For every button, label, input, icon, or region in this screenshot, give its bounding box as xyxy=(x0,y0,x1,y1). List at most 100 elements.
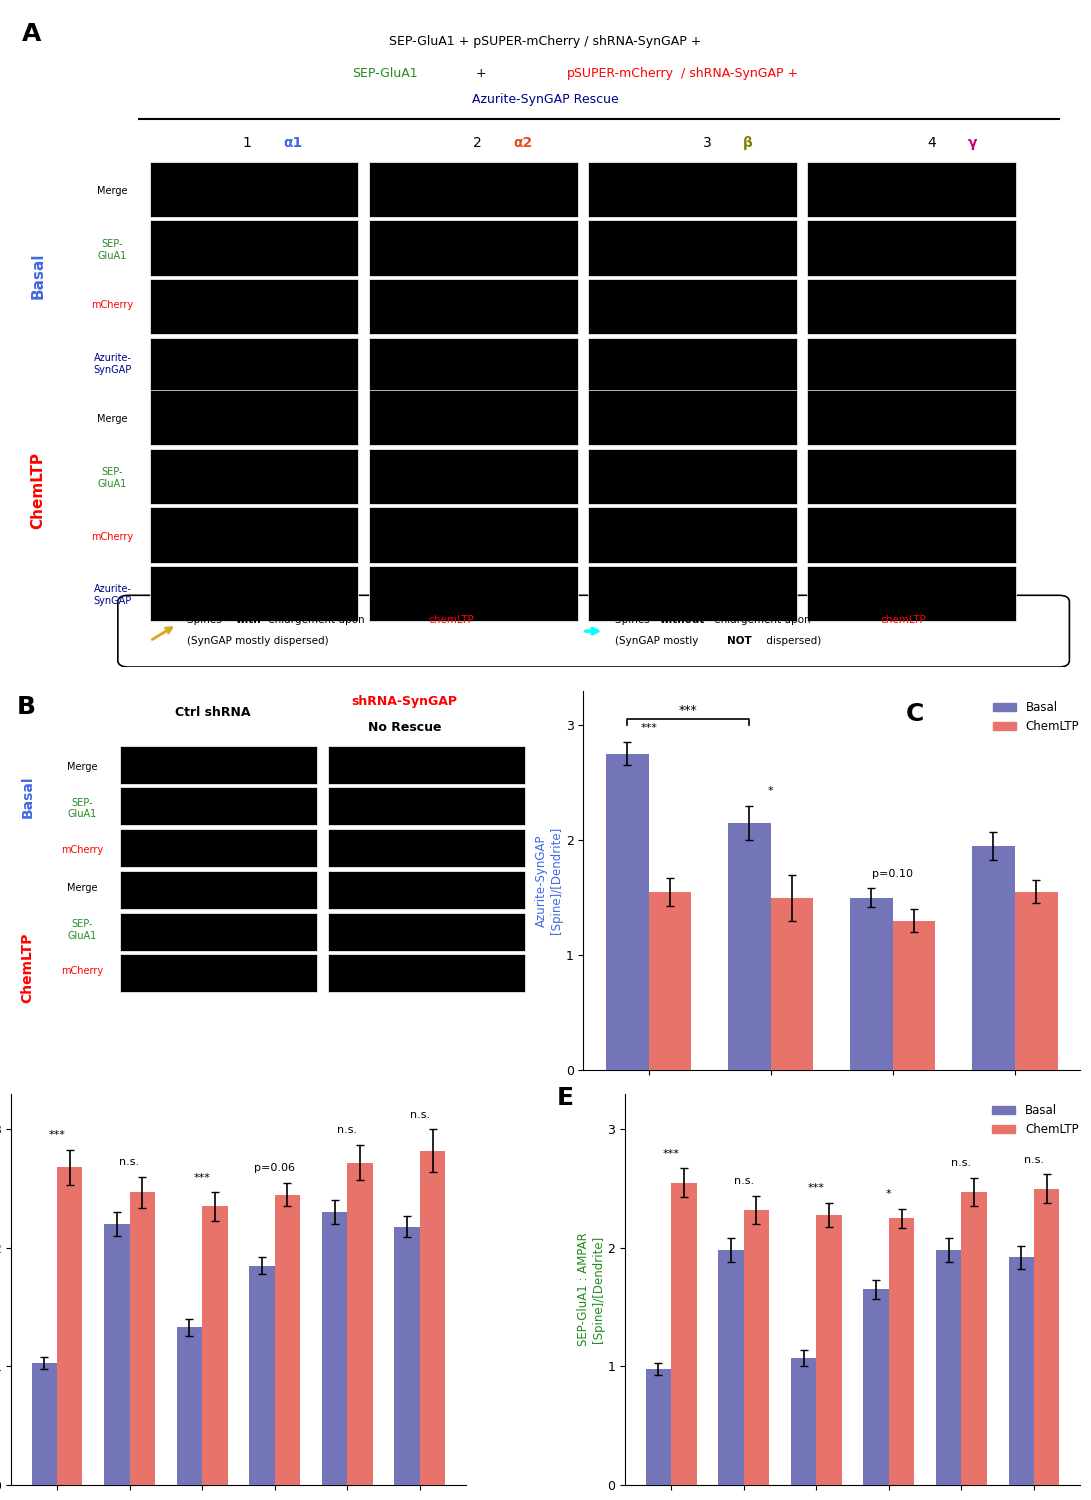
Text: A: A xyxy=(22,21,41,45)
Y-axis label: SEP-GluA1 : AMPAR
[Spine]/[Dendrite]: SEP-GluA1 : AMPAR [Spine]/[Dendrite] xyxy=(577,1233,604,1347)
FancyBboxPatch shape xyxy=(149,162,358,218)
Text: SEP-
GluA1: SEP- GluA1 xyxy=(68,920,97,940)
Text: γ: γ xyxy=(1010,1154,1019,1167)
Text: ***: *** xyxy=(662,1149,680,1160)
Bar xyxy=(649,892,692,1070)
Text: n.s.: n.s. xyxy=(410,1110,430,1120)
Legend: Basal, ChemLTP: Basal, ChemLTP xyxy=(987,1100,1083,1142)
FancyBboxPatch shape xyxy=(369,162,577,218)
Text: +: + xyxy=(472,68,491,80)
Text: mCherry: mCherry xyxy=(92,531,133,542)
Bar xyxy=(177,1328,202,1485)
Text: SEP-GluA1: SEP-GluA1 xyxy=(352,68,418,80)
Text: β: β xyxy=(743,135,753,150)
Text: enlargement upon: enlargement upon xyxy=(265,615,369,626)
Text: α1: α1 xyxy=(639,1154,658,1167)
Text: SEP-
GluA1: SEP- GluA1 xyxy=(98,238,128,261)
Bar xyxy=(57,1167,83,1485)
Bar xyxy=(32,1364,57,1485)
Text: (SynGAP mostly: (SynGAP mostly xyxy=(615,636,702,646)
FancyBboxPatch shape xyxy=(149,448,358,504)
Text: Basal: Basal xyxy=(31,252,45,298)
Text: mCherry: mCherry xyxy=(92,300,133,310)
FancyBboxPatch shape xyxy=(149,338,358,393)
FancyBboxPatch shape xyxy=(118,596,1069,668)
Bar xyxy=(104,1224,130,1485)
FancyBboxPatch shape xyxy=(807,448,1016,504)
FancyBboxPatch shape xyxy=(369,338,577,393)
Bar xyxy=(816,1215,842,1485)
FancyBboxPatch shape xyxy=(120,954,316,993)
FancyBboxPatch shape xyxy=(807,338,1016,393)
Bar xyxy=(275,1194,300,1485)
FancyBboxPatch shape xyxy=(369,566,577,621)
FancyBboxPatch shape xyxy=(120,912,316,951)
Text: with: with xyxy=(236,615,261,626)
Bar xyxy=(744,1210,769,1485)
Bar xyxy=(972,846,1015,1070)
FancyBboxPatch shape xyxy=(369,448,577,504)
Text: p=0.06: p=0.06 xyxy=(254,1162,296,1173)
FancyBboxPatch shape xyxy=(588,448,796,504)
Text: chemLTP: chemLTP xyxy=(428,615,473,626)
Bar xyxy=(936,1251,961,1485)
Text: Merge: Merge xyxy=(97,186,128,196)
Text: Merge: Merge xyxy=(67,762,97,771)
FancyBboxPatch shape xyxy=(807,279,1016,334)
Text: 3: 3 xyxy=(703,135,711,150)
Text: mCherry: mCherry xyxy=(61,844,103,855)
Text: chemLTP: chemLTP xyxy=(880,615,926,626)
Text: 2: 2 xyxy=(472,135,481,150)
Text: E: E xyxy=(556,1086,574,1110)
Text: Ctrl shRNA: Ctrl shRNA xyxy=(176,706,251,718)
FancyBboxPatch shape xyxy=(327,746,525,783)
FancyBboxPatch shape xyxy=(807,220,1016,276)
Bar xyxy=(1015,892,1057,1070)
FancyBboxPatch shape xyxy=(327,912,525,951)
FancyBboxPatch shape xyxy=(588,338,796,393)
FancyBboxPatch shape xyxy=(327,871,525,909)
Bar xyxy=(1034,1188,1059,1485)
Text: Basal: Basal xyxy=(21,776,34,818)
FancyBboxPatch shape xyxy=(327,830,525,867)
Text: NOT: NOT xyxy=(728,636,752,646)
Text: n.s.: n.s. xyxy=(120,1158,140,1167)
Text: Spines: Spines xyxy=(188,615,226,626)
Bar xyxy=(130,1192,155,1485)
Text: ***: *** xyxy=(679,704,698,717)
Text: 1: 1 xyxy=(242,135,251,150)
FancyBboxPatch shape xyxy=(807,162,1016,218)
Bar xyxy=(728,824,770,1070)
Text: *: * xyxy=(768,786,774,796)
Text: / shRNA-SynGAP +: / shRNA-SynGAP + xyxy=(678,68,799,80)
Text: α1: α1 xyxy=(284,135,303,150)
FancyBboxPatch shape xyxy=(807,566,1016,621)
FancyBboxPatch shape xyxy=(149,220,358,276)
Y-axis label: Azurite-SynGAP
[Spine]/[Dendrite]: Azurite-SynGAP [Spine]/[Dendrite] xyxy=(535,827,563,934)
Text: dispersed): dispersed) xyxy=(763,636,820,646)
Bar xyxy=(322,1212,347,1485)
Bar xyxy=(395,1227,420,1485)
Text: Azurite-
SynGAP: Azurite- SynGAP xyxy=(94,585,132,606)
Text: Merge: Merge xyxy=(67,884,97,892)
Text: n.s.: n.s. xyxy=(734,1176,754,1186)
Text: p=0.10: p=0.10 xyxy=(872,870,913,879)
FancyBboxPatch shape xyxy=(588,507,796,562)
FancyBboxPatch shape xyxy=(120,830,316,867)
Text: mCherry: mCherry xyxy=(61,966,103,976)
Text: α2: α2 xyxy=(514,135,532,150)
Text: Azurite-
SynGAP: Azurite- SynGAP xyxy=(94,352,132,375)
Text: enlargement upon: enlargement upon xyxy=(711,615,814,626)
Bar xyxy=(791,1358,816,1485)
Bar xyxy=(347,1162,373,1485)
FancyBboxPatch shape xyxy=(120,746,316,783)
FancyBboxPatch shape xyxy=(149,279,358,334)
Text: SEP-
GluA1: SEP- GluA1 xyxy=(98,466,128,489)
FancyBboxPatch shape xyxy=(807,390,1016,445)
FancyBboxPatch shape xyxy=(149,566,358,621)
Text: SEP-
GluA1: SEP- GluA1 xyxy=(68,798,97,819)
Text: No Rescue: No Rescue xyxy=(368,722,441,734)
FancyBboxPatch shape xyxy=(149,390,358,445)
FancyBboxPatch shape xyxy=(327,788,525,825)
Text: n.s.: n.s. xyxy=(337,1125,357,1136)
